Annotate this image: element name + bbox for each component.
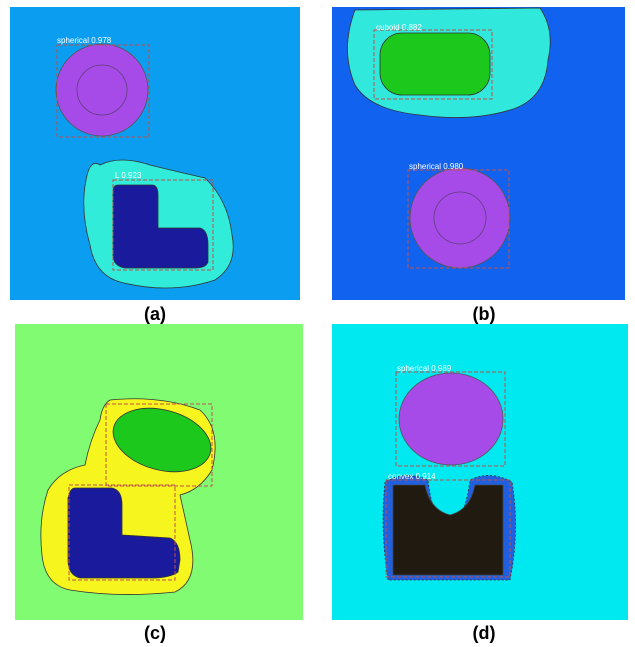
detection-label: spherical 0.980: [409, 162, 464, 171]
detection-label: L 0.923: [115, 171, 142, 180]
detection-label: convex 0.914: [388, 472, 436, 481]
detection-label: cuboid 0.882: [376, 23, 422, 32]
sphere-region: [399, 373, 503, 465]
panel-caption: (c): [144, 623, 166, 643]
panel-caption: (a): [144, 304, 166, 324]
detection-label: spherical 0.978: [57, 36, 112, 45]
panel-caption: (d): [473, 623, 496, 643]
cuboid-region: [380, 33, 490, 95]
panel-c: (c): [15, 324, 303, 643]
panel-caption: (b): [473, 304, 496, 324]
detection-label: spherical 0.989: [397, 364, 452, 373]
panel-d: spherical 0.989 convex 0.914 (d): [332, 324, 628, 643]
figure: spherical 0.978 L 0.923 (a) cuboid 0.882…: [0, 0, 635, 647]
sphere-region: [56, 44, 148, 136]
panel-b: cuboid 0.882 spherical 0.980 (b): [332, 7, 625, 324]
panel-a: spherical 0.978 L 0.923 (a): [10, 7, 300, 324]
sphere-region: [410, 168, 510, 268]
